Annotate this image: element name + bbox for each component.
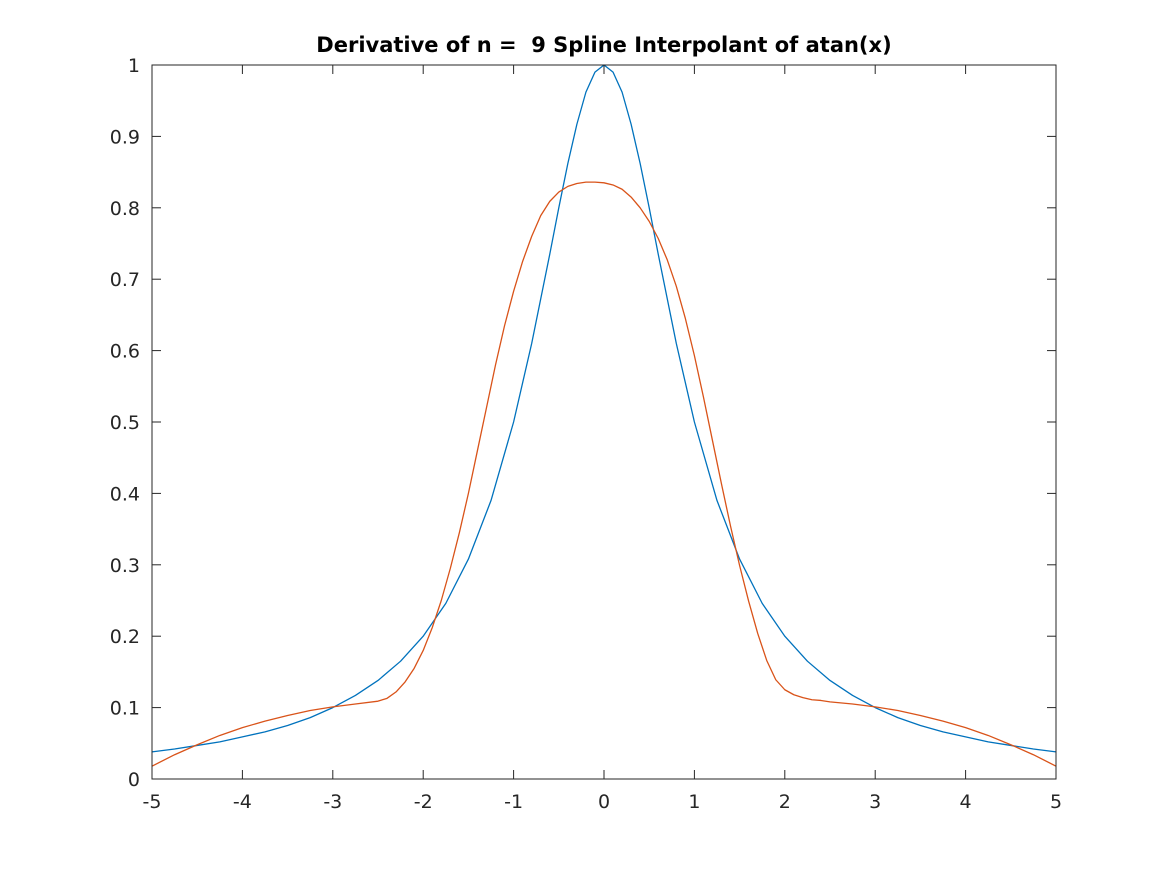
- y-tick-label: 0.3: [110, 555, 140, 577]
- x-tick-label: -3: [323, 791, 342, 813]
- y-tick-label: 0.4: [110, 483, 140, 505]
- series-line-2: [151, 181, 1057, 767]
- x-tick-label: 0: [598, 791, 610, 813]
- x-tick-label: -4: [233, 791, 252, 813]
- x-tick-label: 1: [688, 791, 700, 813]
- x-tick-label: 4: [960, 791, 972, 813]
- plot-background: [152, 65, 1056, 779]
- y-tick-label: 0.7: [110, 269, 140, 291]
- x-tick-label: 5: [1050, 791, 1062, 813]
- y-tick-label: 0.6: [110, 341, 140, 363]
- x-ticks: -5 -4 -3 -2 -1 0 1 2 3 4 5: [143, 65, 1062, 813]
- y-tick-label: 0.9: [110, 126, 140, 148]
- x-tick-label: -1: [504, 791, 523, 813]
- y-tick-label: 0: [128, 769, 140, 791]
- chart-title: Derivative of n = 9 Spline Interpolant o…: [316, 33, 891, 57]
- y-tick-label: 0.5: [110, 412, 140, 434]
- y-tick-label: 0.1: [110, 698, 140, 720]
- x-tick-label: -2: [414, 791, 433, 813]
- x-tick-label: -5: [143, 791, 162, 813]
- y-tick-label: 0.2: [110, 626, 140, 648]
- y-tick-label: 0.8: [110, 198, 140, 220]
- x-tick-label: 2: [779, 791, 791, 813]
- y-tick-label: 1: [128, 55, 140, 77]
- y-ticks: 0 0.1 0.2 0.3 0.4 0.5 0.6 0.7 0.8 0.9 1: [110, 55, 1056, 791]
- x-tick-label: 3: [869, 791, 881, 813]
